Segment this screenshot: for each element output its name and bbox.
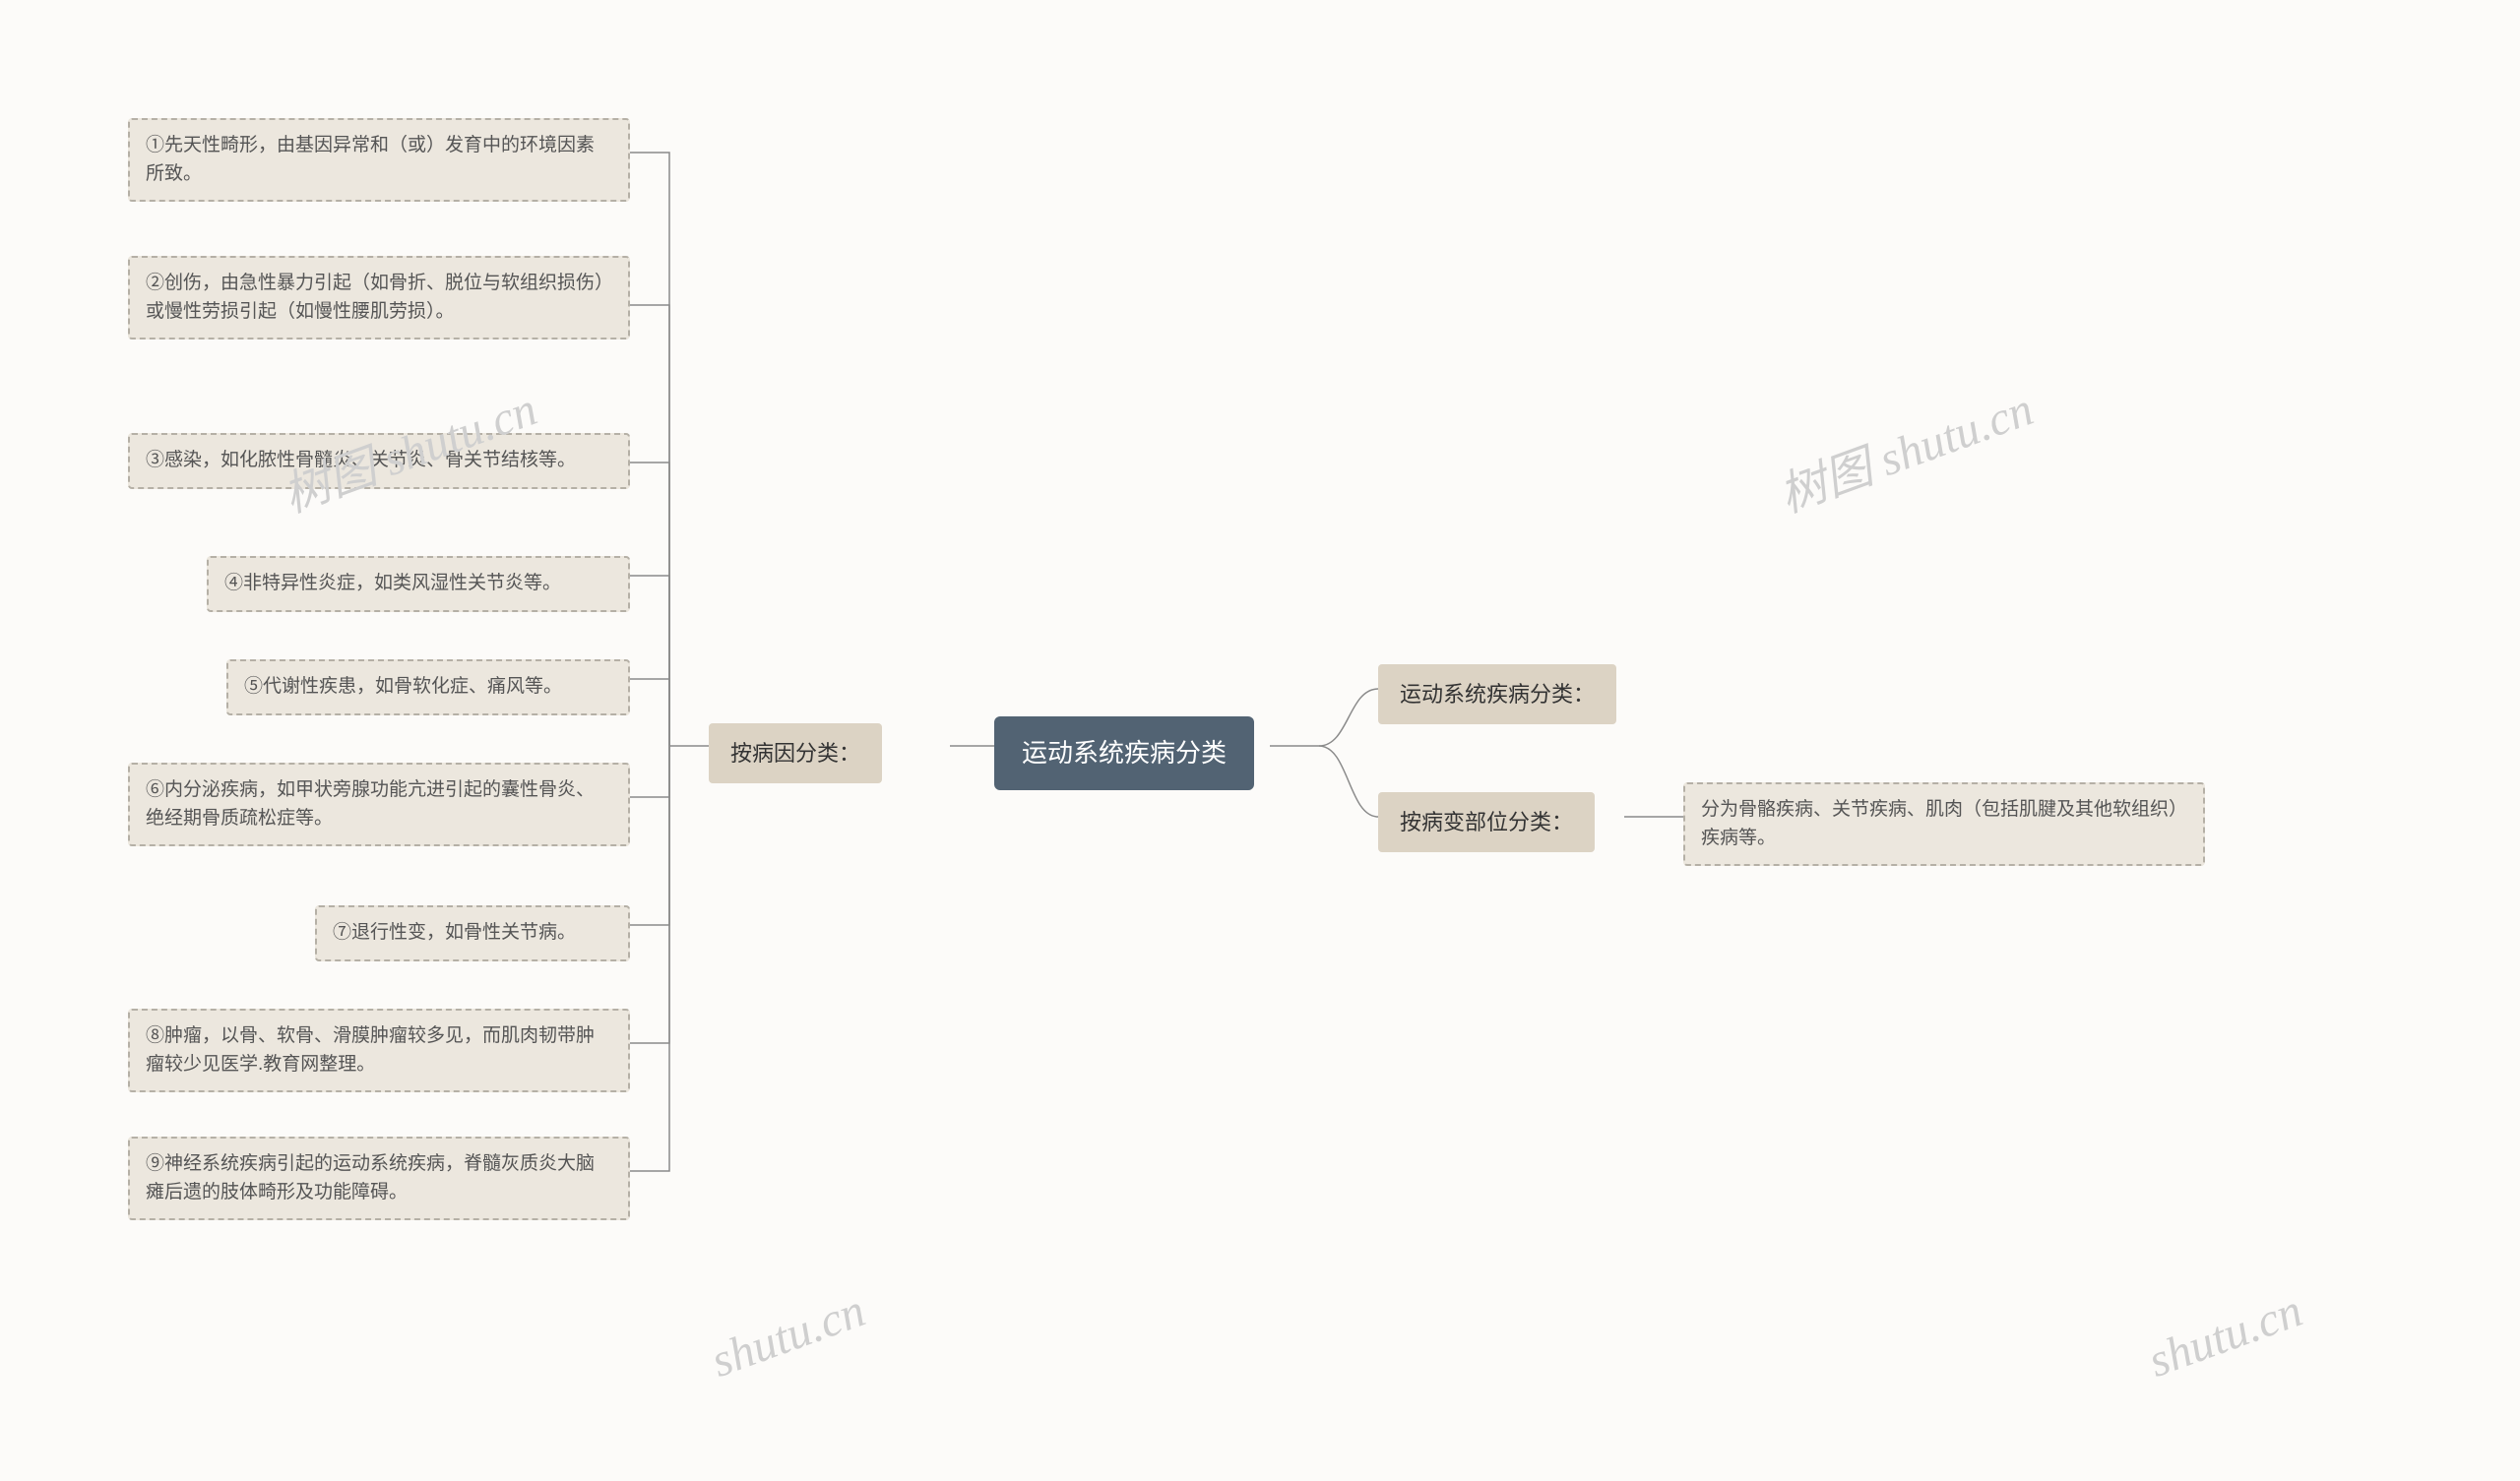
leaf-node[interactable]: 分为骨骼疾病、关节疾病、肌肉（包括肌腱及其他软组织）疾病等。 xyxy=(1683,782,2205,866)
watermark: 树图 shutu.cn xyxy=(1768,370,2041,525)
leaf-node[interactable]: ①先天性畸形，由基因异常和（或）发育中的环境因素所致。 xyxy=(128,118,630,202)
root-node[interactable]: 运动系统疾病分类 xyxy=(994,716,1254,790)
leaf-node[interactable]: ⑨神经系统疾病引起的运动系统疾病，脊髓灰质炎大脑瘫后遗的肢体畸形及功能障碍。 xyxy=(128,1137,630,1220)
leaf-node[interactable]: ②创伤，由急性暴力引起（如骨折、脱位与软组织损伤）或慢性劳损引起（如慢性腰肌劳损… xyxy=(128,256,630,339)
leaf-label: ③感染，如化脓性骨髓炎、关节炎、骨关节结核等。 xyxy=(146,450,576,470)
left-branch-label: 按病因分类： xyxy=(730,741,860,766)
leaf-label: ⑦退行性变，如骨性关节病。 xyxy=(333,922,576,943)
leaf-label: ⑤代谢性疾患，如骨软化症、痛风等。 xyxy=(244,676,562,697)
root-label: 运动系统疾病分类 xyxy=(1022,738,1227,768)
connector-lines xyxy=(0,0,2520,1481)
leaf-node[interactable]: ⑥内分泌疾病，如甲状旁腺功能亢进引起的囊性骨炎、绝经期骨质疏松症等。 xyxy=(128,763,630,846)
leaf-label: ④非特异性炎症，如类风湿性关节炎等。 xyxy=(224,573,561,593)
leaf-node[interactable]: ⑧肿瘤，以骨、软骨、滑膜肿瘤较多见，而肌肉韧带肿瘤较少见医学.教育网整理。 xyxy=(128,1009,630,1092)
leaf-node[interactable]: ⑦退行性变，如骨性关节病。 xyxy=(315,905,630,961)
watermark: shutu.cn xyxy=(704,1283,871,1388)
left-branch[interactable]: 按病因分类： xyxy=(709,723,882,783)
right-branch-2[interactable]: 按病变部位分类： xyxy=(1378,792,1595,852)
leaf-label: ①先天性畸形，由基因异常和（或）发育中的环境因素所致。 xyxy=(146,135,595,184)
right-branch-1[interactable]: 运动系统疾病分类： xyxy=(1378,664,1616,724)
right-branch-1-label: 运动系统疾病分类： xyxy=(1400,682,1595,707)
leaf-label: ②创伤，由急性暴力引起（如骨折、脱位与软组织损伤）或慢性劳损引起（如慢性腰肌劳损… xyxy=(146,273,604,322)
leaf-label: 分为骨骼疾病、关节疾病、肌肉（包括肌腱及其他软组织）疾病等。 xyxy=(1701,799,2187,848)
leaf-label: ⑥内分泌疾病，如甲状旁腺功能亢进引起的囊性骨炎、绝经期骨质疏松症等。 xyxy=(146,779,595,829)
leaf-label: ⑧肿瘤，以骨、软骨、滑膜肿瘤较多见，而肌肉韧带肿瘤较少见医学.教育网整理。 xyxy=(146,1025,595,1075)
right-branch-2-label: 按病变部位分类： xyxy=(1400,810,1573,834)
leaf-node[interactable]: ④非特异性炎症，如类风湿性关节炎等。 xyxy=(207,556,630,612)
watermark: shutu.cn xyxy=(2141,1283,2308,1388)
leaf-node[interactable]: ⑤代谢性疾患，如骨软化症、痛风等。 xyxy=(226,659,630,715)
leaf-node[interactable]: ③感染，如化脓性骨髓炎、关节炎、骨关节结核等。 xyxy=(128,433,630,489)
leaf-label: ⑨神经系统疾病引起的运动系统疾病，脊髓灰质炎大脑瘫后遗的肢体畸形及功能障碍。 xyxy=(146,1153,595,1203)
